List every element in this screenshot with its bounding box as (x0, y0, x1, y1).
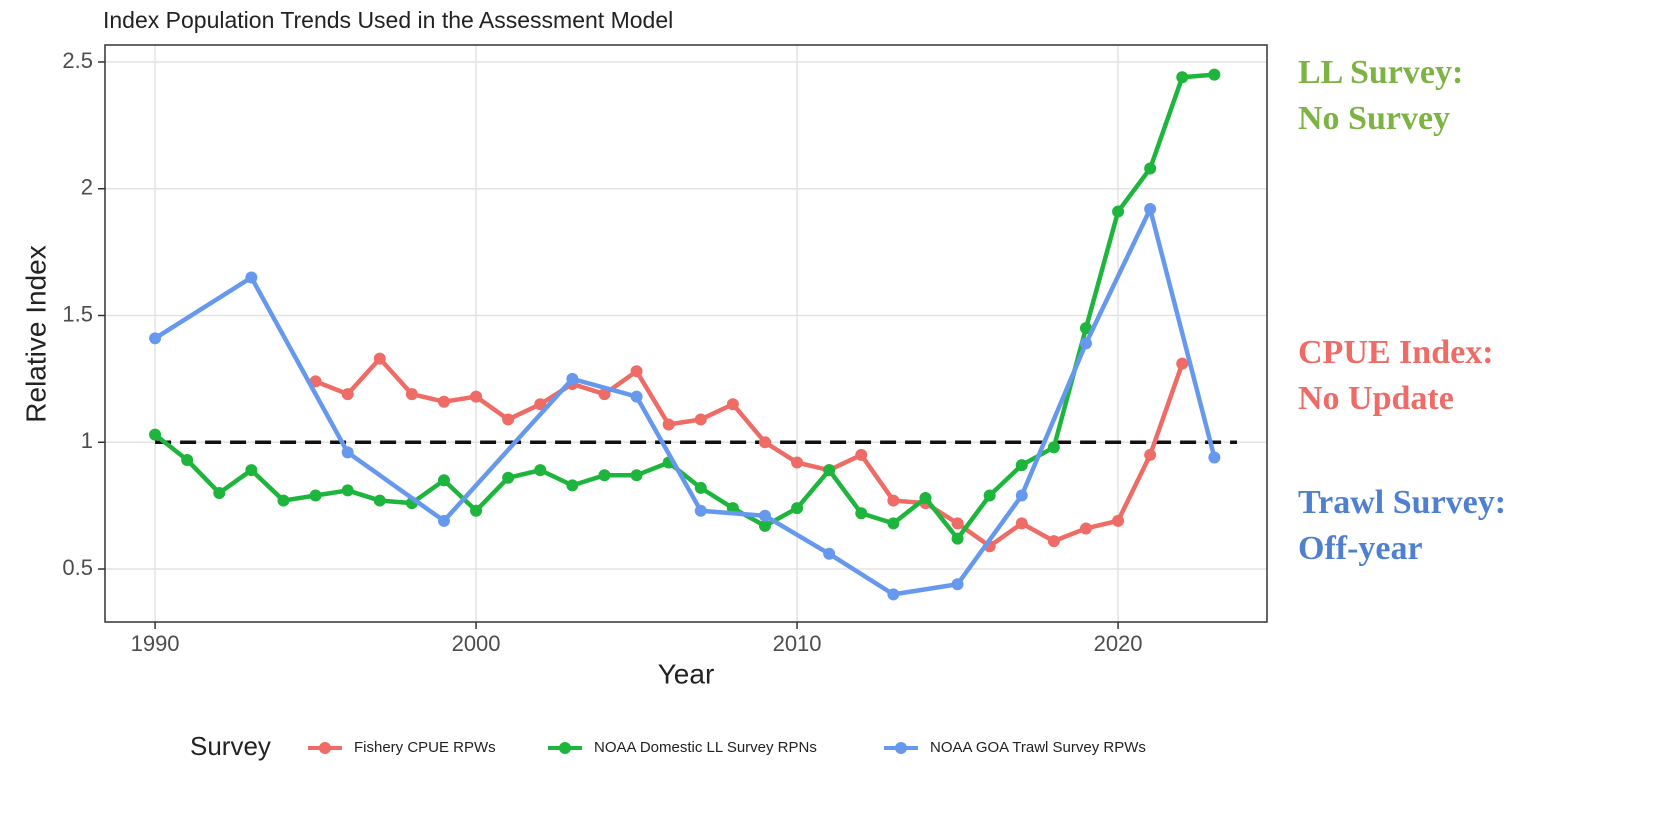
data-point (1144, 203, 1157, 216)
x-tick-label: 1990 (131, 631, 180, 656)
data-point (694, 413, 707, 426)
plot-border (104, 44, 1268, 623)
data-point (309, 489, 322, 502)
data-point (341, 484, 354, 497)
annotation: LL Survey: (1298, 54, 1463, 91)
data-point (919, 492, 932, 505)
data-point (887, 517, 900, 530)
y-tick-label: 0.5 (62, 555, 93, 580)
annotation: Off-year (1298, 530, 1423, 567)
legend-label: Fishery CPUE RPWs (354, 739, 496, 756)
data-point (598, 388, 611, 401)
data-point (405, 388, 418, 401)
data-point (341, 446, 354, 459)
data-point (1015, 459, 1028, 472)
annotation: No Survey (1298, 100, 1450, 137)
data-point (1208, 451, 1221, 464)
data-point (887, 494, 900, 507)
data-point (566, 479, 579, 492)
data-point (1208, 68, 1221, 81)
chart-title: Index Population Trends Used in the Asse… (103, 7, 673, 33)
data-point (758, 519, 771, 532)
data-point (823, 464, 836, 477)
data-point (373, 352, 386, 365)
data-point (213, 486, 226, 499)
data-point (437, 514, 450, 527)
x-tick-label: 2000 (452, 631, 501, 656)
data-point (277, 494, 290, 507)
data-point (1047, 535, 1060, 548)
data-point (855, 507, 868, 520)
data-point (373, 494, 386, 507)
data-point (1047, 441, 1060, 454)
data-point (662, 418, 675, 431)
data-point (149, 428, 162, 441)
data-point (1015, 489, 1028, 502)
legend-swatch-dot (895, 742, 907, 754)
data-point (1079, 522, 1092, 535)
data-point (630, 469, 643, 482)
data-point (694, 504, 707, 517)
data-point (341, 388, 354, 401)
x-tick-label: 2020 (1094, 631, 1143, 656)
data-point (630, 365, 643, 378)
data-point (245, 464, 258, 477)
data-point (1144, 162, 1157, 175)
data-point (502, 471, 515, 484)
annotation: Trawl Survey: (1298, 484, 1506, 521)
data-point (951, 517, 964, 530)
data-point (534, 398, 547, 411)
data-point (630, 390, 643, 403)
legend-label: NOAA GOA Trawl Survey RPWs (930, 739, 1146, 756)
data-point (758, 509, 771, 522)
y-tick-label: 1.5 (62, 301, 93, 326)
data-point (598, 469, 611, 482)
data-point (791, 456, 804, 469)
legend-title: Survey (190, 731, 271, 761)
y-tick-label: 1 (81, 428, 93, 453)
annotation: CPUE Index: (1298, 334, 1494, 371)
data-point (437, 395, 450, 408)
data-point (758, 436, 771, 449)
data-point (1144, 448, 1157, 461)
data-point (855, 448, 868, 461)
data-point (1079, 322, 1092, 335)
data-point (1176, 357, 1189, 370)
data-point (502, 413, 515, 426)
x-axis-label: Year (658, 658, 715, 689)
data-point (1079, 337, 1092, 350)
series-line (314, 356, 1185, 549)
data-point (245, 271, 258, 284)
data-point (566, 372, 579, 385)
data-point (694, 481, 707, 494)
data-point (470, 504, 483, 517)
data-point (726, 398, 739, 411)
y-tick-label: 2.5 (62, 48, 93, 73)
data-point (1015, 517, 1028, 530)
data-point (887, 588, 900, 601)
y-tick-label: 2 (81, 175, 93, 200)
plot-background (105, 45, 1267, 622)
legend-label: NOAA Domestic LL Survey RPNs (594, 739, 817, 756)
annotation: No Update (1298, 380, 1454, 417)
data-point (951, 532, 964, 545)
data-point (1112, 514, 1125, 527)
data-point (181, 454, 194, 467)
x-tick-label: 2010 (773, 631, 822, 656)
data-point (1112, 205, 1125, 218)
legend-swatch-dot (319, 742, 331, 754)
data-point (1176, 71, 1189, 84)
y-axis-label: Relative Index (20, 245, 51, 422)
data-point (791, 502, 804, 515)
data-point (534, 464, 547, 477)
data-point (983, 489, 996, 502)
data-point (823, 547, 836, 560)
data-point (951, 578, 964, 591)
data-point (470, 390, 483, 403)
data-point (149, 332, 162, 345)
data-point (437, 474, 450, 487)
legend-swatch-dot (559, 742, 571, 754)
